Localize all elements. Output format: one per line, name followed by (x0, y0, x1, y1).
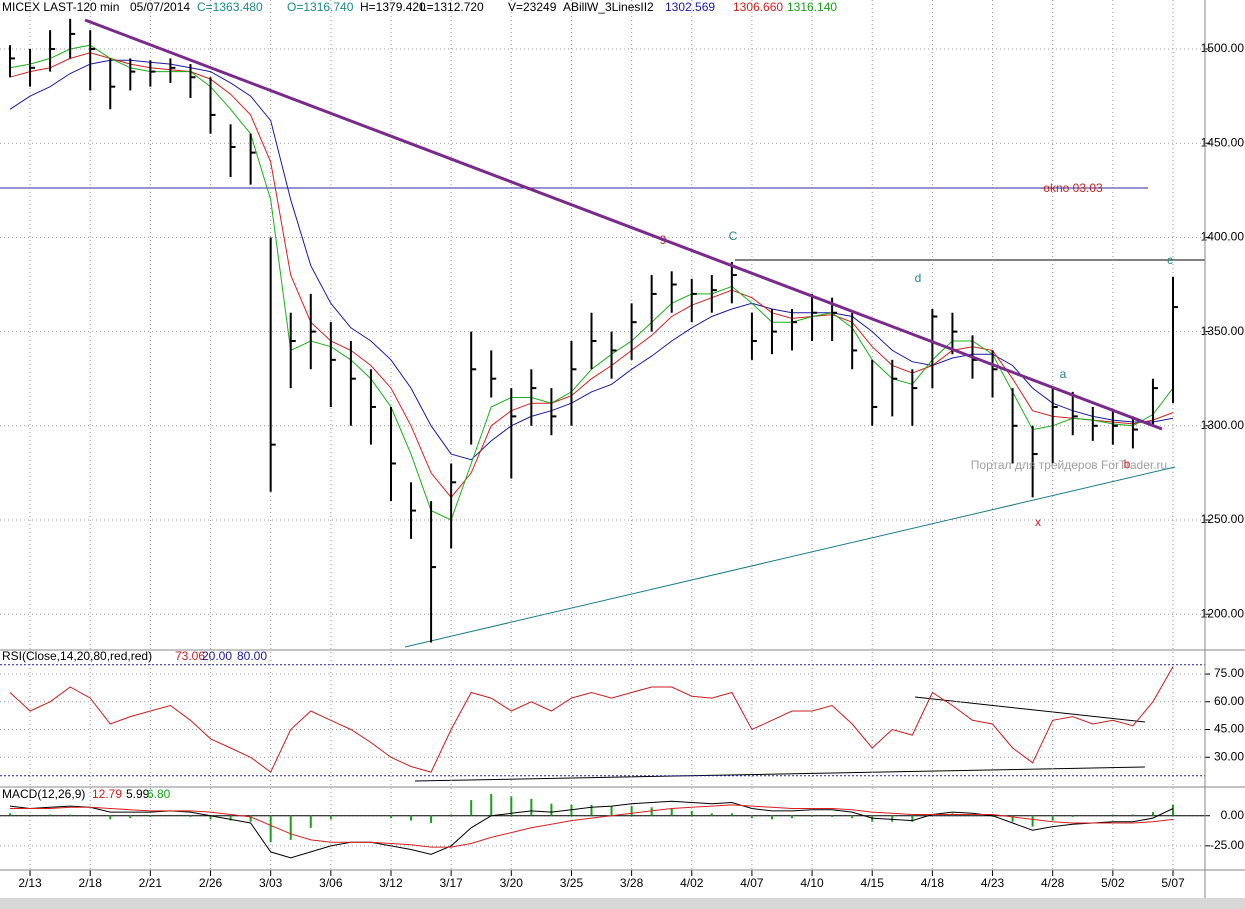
x-tick-label: 3/12 (379, 876, 403, 890)
x-tick-label: 3/20 (500, 876, 524, 890)
y-tick-label: 1350.00 (1201, 324, 1245, 338)
y-tick-label: 1250.00 (1201, 512, 1245, 526)
header-text: 1302.569 (665, 0, 715, 14)
x-tick-label: 4/15 (861, 876, 885, 890)
header-text: C=1363.480 (197, 0, 263, 14)
x-tick-label: 3/25 (560, 876, 584, 890)
panel-title: MACD(12,26,9) (2, 787, 85, 801)
annotation: c (1167, 253, 1173, 267)
header-text: H=1379.420 (360, 0, 426, 14)
header-text: 05/07/2014 (130, 0, 190, 14)
x-tick-label: 5/02 (1101, 876, 1125, 890)
header-text: L=1312.720 (420, 0, 484, 14)
header-text: ABillW_3LinesII2 (563, 0, 654, 14)
series-line (9, 666, 1174, 773)
header-text: V=23249 (508, 0, 557, 14)
x-tick-label: 4/28 (1041, 876, 1065, 890)
trend-line (404, 466, 1176, 648)
annotation: okno 03.03 (1043, 181, 1103, 195)
x-tick-label: 2/13 (18, 876, 42, 890)
y-tick-label: 1400.00 (1201, 230, 1245, 244)
panel-title: RSI(Close,14,20,80,red,red) (2, 649, 152, 663)
annotation: Портал для трейдеров ForTrader.ru (971, 458, 1167, 472)
y-tick-label: 1500.00 (1201, 41, 1245, 55)
y-tick-label: 60.00 (1214, 694, 1244, 708)
header-text: 1316.140 (787, 0, 837, 14)
annotation: b (1124, 457, 1131, 471)
readout: 20.00 (202, 649, 232, 663)
trend-line (914, 696, 1146, 723)
x-tick-label: 3/17 (439, 876, 463, 890)
y-tick-label: 0.00 (1221, 808, 1245, 822)
series-line (9, 44, 1174, 521)
series-line (10, 804, 1174, 848)
y-tick-label: 1200.00 (1201, 606, 1245, 620)
annotation: x (1035, 515, 1041, 529)
x-tick-label: 3/28 (620, 876, 644, 890)
scrollbar[interactable] (0, 898, 1245, 909)
y-tick-label: 30.00 (1214, 749, 1244, 763)
y-tick-label: -25.00 (1210, 838, 1244, 852)
annotation: a (1060, 367, 1067, 381)
readout: 73.06 (175, 649, 205, 663)
readout: 5.99 (126, 787, 150, 801)
y-tick-label: 1450.00 (1201, 135, 1245, 149)
x-tick-label: 4/07 (740, 876, 764, 890)
readout: 12.79 (92, 787, 122, 801)
x-tick-label: 3/03 (259, 876, 283, 890)
header-text: O=1316.740 (287, 0, 354, 14)
readout: 6.80 (147, 787, 171, 801)
x-tick-label: 4/18 (921, 876, 945, 890)
trend-line (84, 18, 1163, 431)
y-tick-label: 1300.00 (1201, 418, 1245, 432)
plot-area: 2/13 2/18 2/21 2/26 3/03 3/06 3/12 3/17 3/20 3/25… (0, 0, 1244, 890)
series-line (9, 52, 1174, 499)
x-tick-label: 2/21 (139, 876, 163, 890)
annotation: C (729, 229, 738, 243)
x-tick-label: 5/07 (1161, 876, 1185, 890)
x-tick-label: 4/23 (981, 876, 1005, 890)
x-tick-label: 4/10 (800, 876, 824, 890)
trend-line (414, 766, 1146, 782)
x-tick-label: 3/06 (319, 876, 343, 890)
y-tick-label: 45.00 (1214, 722, 1244, 736)
series-line (9, 59, 1174, 461)
x-tick-label: 2/18 (79, 876, 103, 890)
y-tick-label: 75.00 (1214, 666, 1244, 680)
x-tick-label: 4/02 (680, 876, 704, 890)
x-tick-label: 2/26 (199, 876, 223, 890)
readout: 80.00 (237, 649, 267, 663)
annotation: d (915, 271, 922, 285)
header-text: 1306.660 (733, 0, 783, 14)
header-text: MICEX LAST-120 min (2, 0, 119, 14)
